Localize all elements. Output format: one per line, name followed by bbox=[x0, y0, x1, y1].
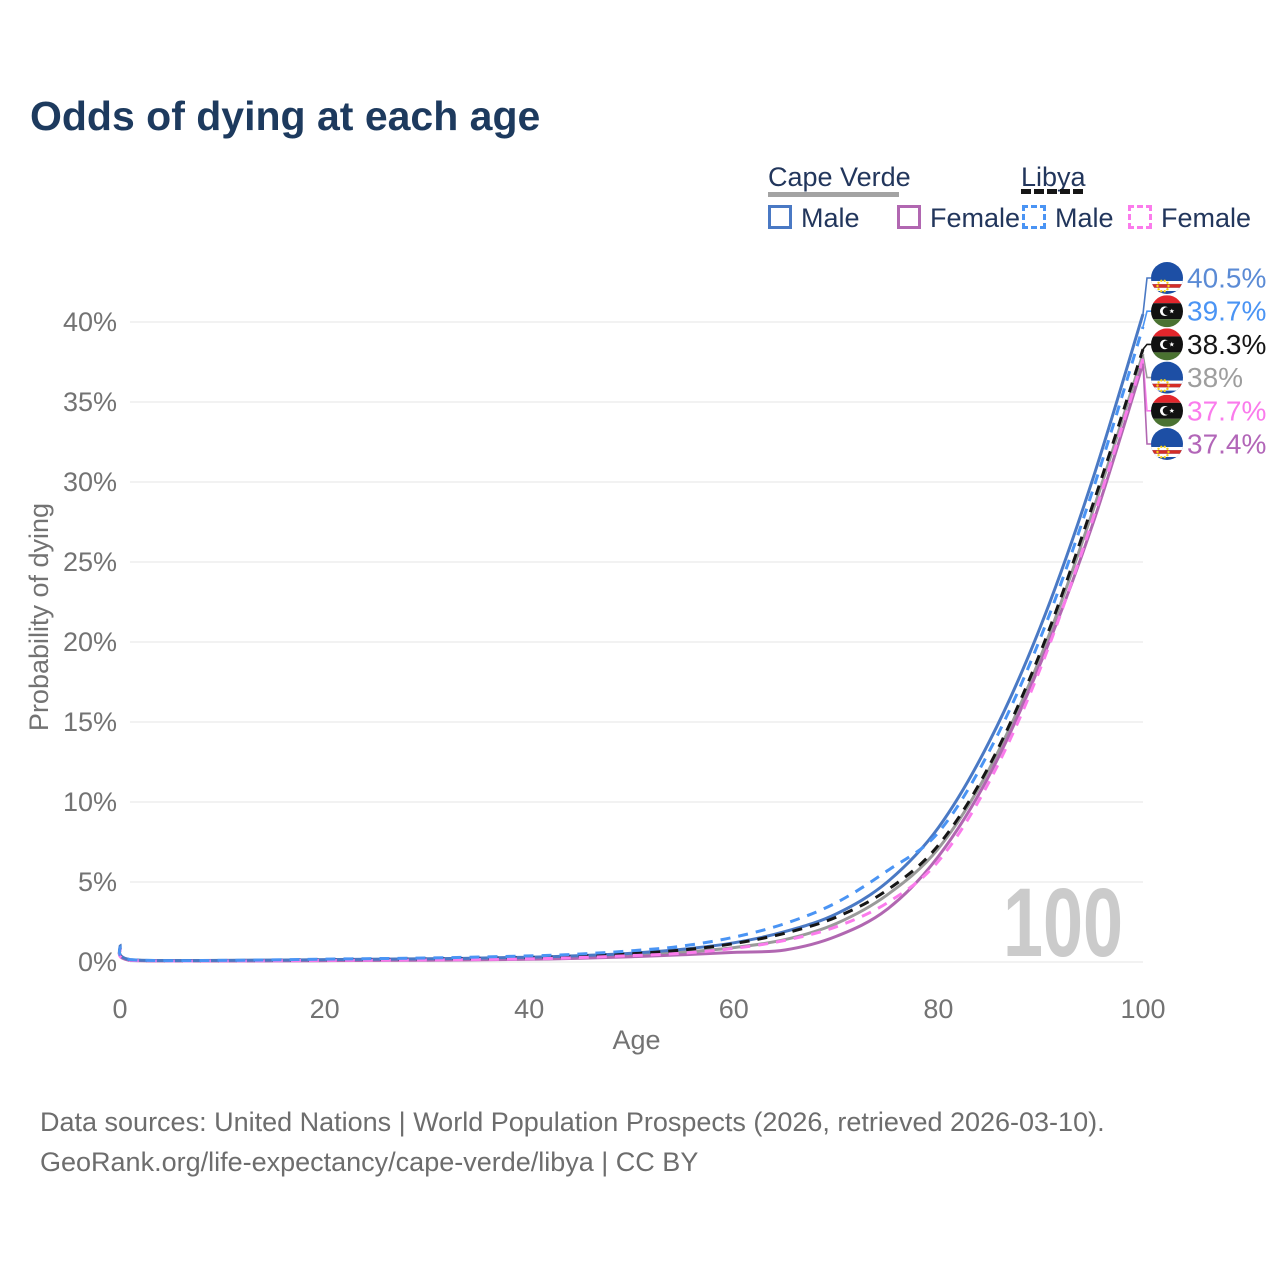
series-line-libya-female bbox=[117, 358, 1145, 963]
end-label-connector-libya-total bbox=[1142, 343, 1151, 350]
y-tick-label: 5% bbox=[78, 867, 117, 897]
x-axis-title: Age bbox=[612, 1025, 660, 1055]
end-label-value-cv-total: 38% bbox=[1187, 362, 1243, 393]
end-label-connector-cv-male bbox=[1142, 277, 1151, 315]
end-label-cv-male: 40.5% bbox=[1151, 262, 1266, 294]
legend-group-libya-title: Libya bbox=[1021, 162, 1086, 192]
legend-swatch-cape-verde-male[interactable] bbox=[768, 205, 792, 229]
x-tick-label: 20 bbox=[310, 994, 340, 1024]
y-tick-label: 25% bbox=[63, 547, 117, 577]
flag-cape-verde-icon bbox=[1151, 428, 1183, 460]
series-line-cv-total bbox=[117, 353, 1145, 963]
end-label-libya-total: 38.3% bbox=[1151, 328, 1266, 361]
legend-group-cape-verde-title: Cape Verde bbox=[768, 162, 911, 192]
legend-label-libya-female[interactable]: Female bbox=[1161, 203, 1252, 233]
legend-cape-verde-linestyle-sample bbox=[768, 192, 899, 197]
page-title: Odds of dying at each age bbox=[30, 93, 541, 139]
chart-legend: Cape Verde Libya Male Female Male Female bbox=[768, 162, 1273, 242]
series-line-cv-male bbox=[117, 313, 1145, 963]
legend-libya-linestyle-sample bbox=[1021, 189, 1083, 194]
x-tick-label: 80 bbox=[923, 994, 953, 1024]
series-line-libya-male bbox=[117, 326, 1145, 963]
series-line-cv-female bbox=[117, 363, 1145, 963]
legend-label-cape-verde-male[interactable]: Male bbox=[801, 203, 860, 233]
x-tick-label: 0 bbox=[112, 994, 127, 1024]
y-tick-label: 10% bbox=[63, 787, 117, 817]
legend-label-cape-verde-female[interactable]: Female bbox=[930, 203, 1021, 233]
legend-swatch-libya-male[interactable] bbox=[1022, 205, 1046, 229]
end-label-libya-male: 39.7% bbox=[1151, 295, 1266, 328]
end-label-cv-female: 37.4% bbox=[1151, 428, 1266, 460]
legend-swatch-cape-verde-female[interactable] bbox=[897, 205, 921, 229]
attribution-link-text[interactable]: GeoRank.org/life-expectancy/cape-verde/l… bbox=[40, 1147, 699, 1177]
y-tick-label: 30% bbox=[63, 467, 117, 497]
x-tick-label: 40 bbox=[514, 994, 544, 1024]
end-label-value-libya-total: 38.3% bbox=[1187, 329, 1266, 360]
data-sources-text: Data sources: United Nations | World Pop… bbox=[40, 1107, 1105, 1137]
flag-cape-verde-icon bbox=[1151, 262, 1183, 294]
y-axis-title: Probability of dying bbox=[24, 503, 54, 731]
end-label-value-libya-male: 39.7% bbox=[1187, 296, 1266, 327]
legend-swatch-libya-female[interactable] bbox=[1128, 205, 1152, 229]
hover-age-watermark: 100 bbox=[1003, 868, 1123, 977]
end-label-value-cv-male: 40.5% bbox=[1187, 263, 1266, 294]
flag-cape-verde-icon bbox=[1151, 361, 1183, 394]
end-label-value-cv-female: 37.4% bbox=[1187, 429, 1266, 460]
gridlines: 0% 5% 10% 15% 20% 25% 30% 35% 40% 0 20 40 60 80 100 bbox=[63, 307, 1166, 1024]
end-label-connector-cv-total bbox=[1142, 353, 1151, 379]
y-tick-label: 15% bbox=[63, 707, 117, 737]
flag-libya-icon bbox=[1151, 394, 1183, 427]
end-label-libya-female: 37.7% bbox=[1151, 394, 1266, 427]
x-tick-label: 60 bbox=[719, 994, 749, 1024]
end-label-value-libya-female: 37.7% bbox=[1187, 395, 1266, 426]
legend-label-libya-male[interactable]: Male bbox=[1055, 203, 1114, 233]
y-tick-label: 40% bbox=[63, 307, 117, 337]
flag-libya-icon bbox=[1151, 328, 1183, 361]
x-tick-label: 100 bbox=[1120, 994, 1165, 1024]
y-tick-label: 0% bbox=[78, 947, 117, 977]
end-label-cv-total: 38% bbox=[1151, 361, 1243, 394]
series-line-libya-total bbox=[117, 348, 1145, 963]
y-tick-label: 35% bbox=[63, 387, 117, 417]
y-tick-label: 20% bbox=[63, 627, 117, 657]
flag-libya-icon bbox=[1151, 295, 1183, 328]
end-label-connector-cv-female bbox=[1142, 363, 1151, 445]
end-label-connector-libya-male bbox=[1142, 310, 1151, 327]
